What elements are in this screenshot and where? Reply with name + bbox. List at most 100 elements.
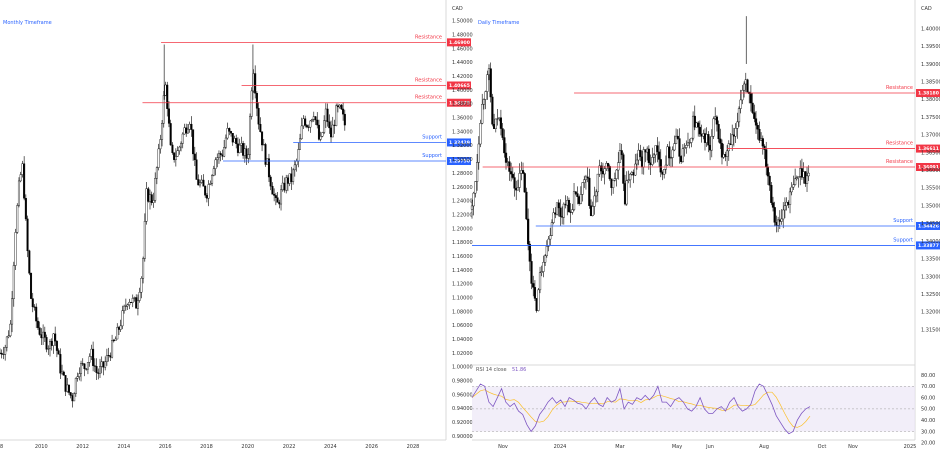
- candle-body: [734, 128, 737, 137]
- y-tick-label: 1.33500: [921, 257, 940, 263]
- candle-body: [595, 191, 598, 197]
- level-label: Support: [422, 134, 442, 140]
- candle-body: [477, 143, 480, 163]
- candle-body: [185, 127, 188, 134]
- candle-body: [173, 152, 176, 160]
- candle-body: [486, 74, 489, 92]
- candle-body: [233, 138, 236, 143]
- candle-body: [768, 175, 771, 186]
- candle-body: [117, 327, 120, 330]
- candle-body: [298, 138, 301, 150]
- y-tick-label: 1.34000: [452, 129, 473, 135]
- candle-body: [0, 352, 3, 355]
- candle-body: [317, 124, 320, 140]
- rsi-line: [471, 383, 811, 435]
- right-title: Daily Timeframe: [478, 20, 519, 26]
- candle-body: [140, 278, 143, 293]
- candle-body: [71, 395, 74, 402]
- y-tick-label: 1.39000: [921, 62, 940, 68]
- candle-body: [52, 333, 55, 346]
- y-tick-label: 1.31500: [921, 327, 940, 333]
- candle-body: [731, 134, 734, 145]
- candle-body: [676, 135, 679, 139]
- level-label: Resistance: [415, 77, 442, 83]
- candle-body: [501, 128, 504, 138]
- candle-body: [555, 202, 559, 215]
- candle-body: [193, 153, 196, 161]
- candle-body: [761, 138, 764, 147]
- candle-body: [214, 159, 217, 169]
- candle-body: [552, 212, 555, 223]
- y-tick-label: 1.37500: [921, 115, 940, 121]
- candle-body: [302, 118, 305, 127]
- right-panel: Daily Timeframe CAD Resistance1.38180Res…: [470, 0, 940, 450]
- candle-body: [518, 173, 521, 188]
- candle-body: [771, 202, 775, 208]
- x-tick-label: 2026: [365, 444, 378, 450]
- candle-body: [62, 371, 65, 376]
- candle-body: [326, 108, 329, 123]
- candle-body: [314, 116, 317, 121]
- y-tick-label: 1.16000: [452, 254, 473, 260]
- right-currency: CAD: [921, 6, 932, 12]
- candle-body: [95, 366, 98, 373]
- candle-body: [35, 306, 38, 322]
- candle-body: [280, 189, 283, 205]
- candle-body: [574, 191, 577, 194]
- x-tick-label: May: [672, 444, 682, 450]
- candle-body: [304, 118, 307, 126]
- level-value: 1.38180: [918, 91, 939, 97]
- x-tick-label: 2025: [904, 444, 917, 450]
- candle-body: [321, 132, 324, 137]
- candle-body: [571, 209, 574, 213]
- candle-body: [756, 125, 759, 130]
- level-label: Resistance: [886, 159, 913, 165]
- candle-body: [606, 163, 610, 167]
- level-value: 1.32429: [449, 140, 470, 146]
- level-badge: [916, 163, 940, 172]
- candle-body: [16, 205, 19, 233]
- candle-body: [157, 148, 160, 168]
- candle-body: [23, 163, 26, 199]
- candle-body: [216, 157, 219, 161]
- candle-body: [499, 117, 503, 129]
- candle-body: [269, 176, 272, 187]
- candle-body: [342, 108, 345, 115]
- right-candles: [470, 16, 810, 313]
- candle-body: [59, 354, 62, 374]
- candle-body: [197, 179, 200, 186]
- candle-body: [749, 93, 753, 104]
- right-x-axis: Nov 2024 Mar May Jun Aug Oct Nov 2025: [498, 444, 916, 450]
- y-tick-label: 1.26000: [452, 185, 473, 191]
- y-tick-label: 0.98000: [452, 378, 473, 384]
- y-tick-label: 1.02000: [452, 351, 473, 357]
- candle-body: [188, 123, 191, 130]
- candle-body: [617, 162, 620, 171]
- candle-body: [121, 310, 124, 327]
- candle-body: [538, 272, 542, 291]
- candle-body: [257, 108, 260, 125]
- candle-body: [647, 148, 650, 163]
- candle-body: [482, 99, 486, 105]
- candle-body: [725, 150, 729, 157]
- candle-body: [186, 128, 189, 134]
- x-tick-label: 2012: [76, 444, 89, 450]
- candle-body: [7, 335, 10, 338]
- candle-body: [123, 305, 126, 311]
- candle-body: [470, 205, 474, 210]
- x-tick-label: Mar: [615, 444, 625, 450]
- candle-body: [591, 206, 594, 216]
- candle-body: [109, 355, 112, 358]
- candle-body: [19, 174, 22, 182]
- candle-body: [311, 119, 314, 122]
- candle-body: [116, 327, 119, 340]
- candle-body: [5, 336, 8, 348]
- candle-body: [627, 179, 630, 181]
- candle-body: [669, 157, 673, 159]
- candle-body: [496, 118, 499, 120]
- candle-body: [221, 154, 224, 157]
- candle-body: [248, 116, 251, 155]
- candle-body: [629, 174, 632, 181]
- y-tick-label: 1.34000: [921, 239, 940, 245]
